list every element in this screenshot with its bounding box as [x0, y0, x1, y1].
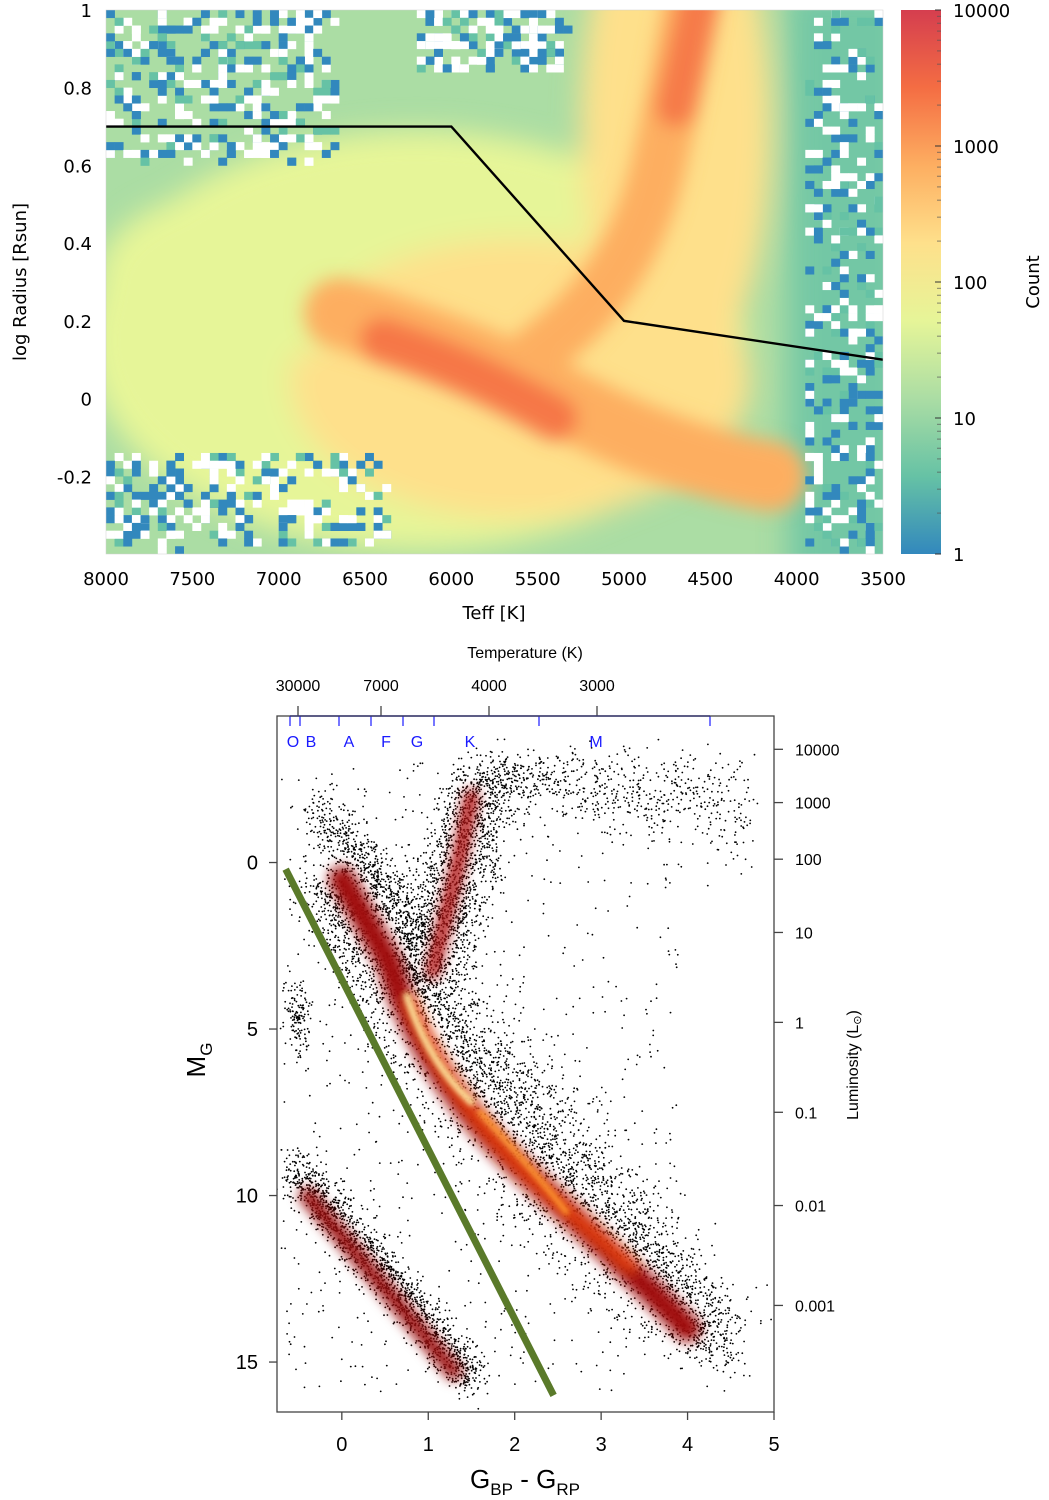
cmd-x-axis-label: GBP - GRP: [470, 1464, 580, 1499]
heatmap-y-tick-label: 0.6: [63, 156, 92, 177]
heatmap-x-tick-label: 4500: [687, 569, 733, 590]
cmd-right-tick-label: 10000: [795, 742, 840, 759]
cmd-x-tick-label: 3: [596, 1434, 607, 1456]
cmd-right-tick-label: 100: [795, 852, 822, 869]
cmd-spectral-class-label: G: [411, 734, 423, 751]
cmd-y-tick-label: 15: [236, 1352, 258, 1374]
chart-1-radius-teff-heatmap: 8000 7500 7000 6500 6000 5500 5000 4500 4000 3500…: [10, 1, 1044, 624]
cmd-right-tick-label: 0.1: [795, 1105, 817, 1122]
cmd-top-temperature-ticks: 30000 7000 4000 3000: [276, 678, 615, 716]
cmd-y-tick-label: 10: [236, 1186, 258, 1208]
cmd-right-tick-label: 0.001: [795, 1298, 835, 1315]
colorbar-tick-label: 10: [953, 409, 976, 430]
cmd-separator-line: [282, 867, 557, 1397]
colorbar-tick-label: 10000: [953, 1, 1010, 22]
colorbar-tick-label: 100: [953, 273, 987, 294]
cmd-plot-area: [277, 716, 772, 1410]
cmd-spectral-class-label: M: [589, 734, 602, 751]
heatmap-y-tick-label: 0.4: [63, 234, 92, 255]
cmd-frame: [276, 715, 775, 1413]
heatmap-y-tick-label: 1: [81, 1, 92, 22]
heatmap-x-tick-label: 7000: [256, 569, 302, 590]
cmd-spectral-class-label: K: [465, 734, 476, 751]
colorbar-ticks: 10000 1000 100 10 1: [935, 1, 1010, 566]
heatmap-y-tick-label: -0.2: [57, 467, 92, 488]
heatmap-y-axis-label: log Radius [Rsun]: [10, 203, 31, 361]
heatmap-x-tick-label: 6000: [428, 569, 474, 590]
cmd-x-tick-label: 5: [768, 1434, 779, 1456]
heatmap-x-tick-label: 5000: [601, 569, 647, 590]
cmd-y-tick-label: 0: [247, 853, 258, 875]
heatmap-sparse-pixels: [106, 10, 883, 554]
heatmap-plot-area: [106, 10, 883, 554]
colorbar-tick-label: 1000: [953, 137, 999, 158]
cmd-right-tick-label: 0.01: [795, 1199, 826, 1216]
heatmap-x-tick-label: 4000: [774, 569, 820, 590]
heatmap-x-tick-label: 6500: [342, 569, 388, 590]
cmd-top-tick-label: 7000: [363, 678, 399, 695]
heatmap-x-axis-label: Teff [K]: [462, 603, 526, 624]
cmd-x-ticks: 0 1 2 3 4 5: [336, 1412, 780, 1456]
cmd-x-tick-label: 0: [336, 1434, 347, 1456]
cmd-top-tick-label: 4000: [471, 678, 507, 695]
heatmap-y-tick-label: 0.2: [63, 312, 92, 333]
cmd-x-tick-label: 1: [423, 1434, 434, 1456]
cmd-right-axis-label: Luminosity (L⊙): [845, 1010, 864, 1120]
cmd-turnoff-peak: [403, 992, 570, 1216]
heatmap-x-tick-label: 8000: [83, 569, 129, 590]
cmd-y-tick-label: 5: [247, 1019, 258, 1041]
cmd-spectral-class-label: B: [306, 734, 317, 751]
cmd-top-axis-title: Temperature (K): [467, 645, 583, 662]
cmd-spectral-class-label: O: [287, 734, 299, 751]
cmd-top-tick-label: 30000: [276, 678, 321, 695]
heatmap-x-tick-label: 3500: [860, 569, 906, 590]
cmd-top-tick-label: 3000: [579, 678, 615, 695]
colorbar-label: Count: [1023, 255, 1044, 308]
heatmap-y-tick-label: 0: [81, 390, 92, 411]
heatmap-x-tick-label: 5500: [515, 569, 561, 590]
cmd-right-tick-label: 1: [795, 1015, 804, 1032]
colorbar: [901, 10, 941, 554]
cmd-right-luminosity-ticks: 10000 1000 100 10 1 0.1 0.01 0.001: [774, 742, 840, 1315]
cmd-right-tick-label: 1000: [795, 796, 831, 813]
heatmap-y-tick-label: 0.8: [63, 79, 92, 100]
colorbar-tick-label: 1: [953, 545, 964, 566]
heatmap-x-tick-label: 7500: [169, 569, 215, 590]
heatmap-frame: [105, 9, 884, 555]
heatmap-y-ticks: 1 0.8 0.6 0.4 0.2 0 -0.2: [57, 1, 92, 488]
cmd-y-ticks: 0 5 10 15: [236, 853, 277, 1374]
cmd-scatter-points: [277, 716, 772, 1410]
cmd-spectral-class-label: F: [381, 734, 391, 751]
heatmap-boundary-line: [106, 125, 883, 361]
cmd-y-axis-label: MG: [181, 1043, 216, 1078]
cmd-x-tick-label: 2: [509, 1434, 520, 1456]
cmd-spectral-class-label: A: [344, 734, 355, 751]
cmd-x-tick-label: 4: [682, 1434, 693, 1456]
cmd-right-tick-label: 10: [795, 925, 813, 942]
heatmap-x-ticks: 8000 7500 7000 6500 6000 5500 5000 4500 4000 3500: [83, 569, 906, 590]
